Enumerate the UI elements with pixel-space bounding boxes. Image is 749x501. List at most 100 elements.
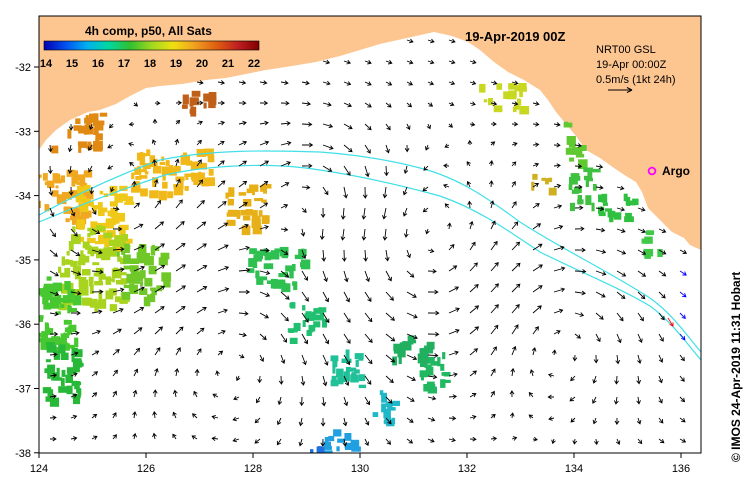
sst-cell <box>94 123 104 131</box>
current-vector <box>448 350 459 356</box>
sst-cell <box>136 253 146 257</box>
current-vector <box>49 249 58 257</box>
current-vector <box>112 206 120 212</box>
current-vector <box>532 436 538 442</box>
sst-cell <box>95 225 102 232</box>
current-vector <box>110 186 115 193</box>
sst-cell <box>118 224 129 230</box>
sst-cell <box>190 161 199 170</box>
current-vector <box>238 223 249 230</box>
sst-cell <box>319 309 324 319</box>
sst-cell <box>285 265 293 272</box>
sst-cell <box>64 267 71 278</box>
sst-cell <box>80 186 84 196</box>
current-vector <box>239 289 251 295</box>
sst-cell <box>73 394 81 405</box>
current-vector <box>406 291 417 298</box>
sst-cell <box>341 358 352 363</box>
current-vector <box>259 291 271 297</box>
sst-cell <box>391 417 396 425</box>
sst-cell <box>76 197 81 201</box>
sst-cell <box>144 256 154 266</box>
sst-cell <box>42 387 52 394</box>
sst-cell <box>47 374 51 379</box>
sst-cell <box>78 202 86 209</box>
current-vector <box>551 438 556 445</box>
current-vector <box>48 186 54 196</box>
current-vector <box>112 328 122 335</box>
sst-cell <box>514 103 520 110</box>
current-vector <box>511 101 519 106</box>
current-vector <box>196 120 203 126</box>
sst-cell <box>270 278 278 289</box>
sst-cell <box>331 375 337 386</box>
sst-cell <box>121 250 126 255</box>
sst-cell <box>602 202 608 206</box>
sst-cell <box>146 294 156 303</box>
current-vector <box>406 123 411 131</box>
current-vector <box>259 120 269 126</box>
current-vector-blue <box>679 291 687 298</box>
current-vector <box>528 414 534 419</box>
current-vector <box>614 375 619 385</box>
current-vector <box>637 354 642 365</box>
sst-cell <box>138 256 148 264</box>
current-vector <box>154 367 159 377</box>
current-vector <box>658 333 664 342</box>
current-vector <box>217 265 230 272</box>
current-vector <box>70 207 76 217</box>
current-vector <box>196 159 202 167</box>
sst-cell <box>532 173 538 180</box>
current-vector <box>70 290 82 296</box>
sst-cell <box>330 355 339 362</box>
sst-cell <box>263 263 274 270</box>
current-vector <box>172 389 178 398</box>
current-vector <box>406 312 418 319</box>
current-vector <box>343 270 349 283</box>
sst-cell <box>419 348 429 356</box>
current-vector <box>469 101 476 106</box>
x-tick-label: 124 <box>30 463 48 475</box>
sst-cell <box>351 446 361 452</box>
sst-cell <box>74 337 79 348</box>
current-vector <box>343 312 351 323</box>
current-vector <box>280 333 287 343</box>
current-vector <box>154 285 166 293</box>
current-vector <box>91 435 98 440</box>
sst-cell <box>39 200 41 208</box>
current-vector <box>448 243 455 251</box>
current-vector <box>322 291 329 303</box>
current-vector <box>322 375 328 387</box>
sst-cell <box>104 243 110 248</box>
sst-cell <box>131 172 135 180</box>
current-vector <box>364 354 373 365</box>
current-vector <box>322 144 334 150</box>
sst-cell <box>383 408 391 419</box>
current-vector <box>406 102 413 108</box>
colorbar-tick-label: 16 <box>92 58 104 70</box>
sst-cell <box>258 252 262 258</box>
current-vector <box>448 437 456 443</box>
sst-cell <box>191 172 201 182</box>
current-vector <box>490 121 497 127</box>
current-vector <box>402 186 408 196</box>
sst-cell <box>59 272 65 278</box>
sst-cell <box>92 113 99 123</box>
current-vector <box>637 312 644 322</box>
sst-cell <box>64 327 70 332</box>
current-vector <box>152 389 158 398</box>
sst-cell <box>63 319 69 325</box>
current-vector <box>322 165 333 172</box>
sst-cell <box>79 183 88 190</box>
sst-cell <box>109 304 117 312</box>
sst-cell <box>65 374 73 383</box>
sst-cell <box>315 314 322 321</box>
current-vector <box>532 162 540 168</box>
sst-cell <box>78 254 86 261</box>
current-vector <box>280 182 290 188</box>
sst-cell <box>121 291 131 300</box>
sst-cell <box>72 265 81 275</box>
sst-cell <box>76 181 86 185</box>
sst-cell <box>249 248 257 255</box>
current-vector <box>49 207 55 218</box>
